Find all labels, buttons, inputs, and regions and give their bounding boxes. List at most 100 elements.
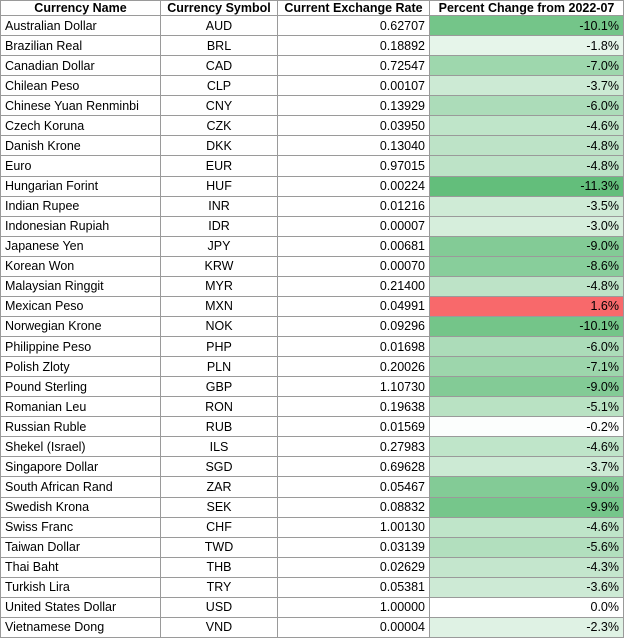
table-row: Pound Sterling GBP 1.10730 -9.0%: [0, 376, 624, 398]
currency-name: Canadian Dollar: [0, 55, 161, 77]
percent-change: -8.6%: [429, 255, 624, 277]
percent-change: -11.3%: [429, 175, 624, 197]
currency-name: Indian Rupee: [0, 195, 161, 217]
table-row: Canadian Dollar CAD 0.72547 -7.0%: [0, 55, 624, 77]
exchange-rate: 0.27983: [277, 436, 430, 458]
currency-symbol: SGD: [160, 456, 278, 478]
exchange-rate: 0.01216: [277, 195, 430, 217]
exchange-rate: 0.02629: [277, 556, 430, 578]
table-row: Chinese Yuan Renminbi CNY 0.13929 -6.0%: [0, 95, 624, 117]
table-row: Russian Ruble RUB 0.01569 -0.2%: [0, 416, 624, 438]
exchange-rate: 0.00224: [277, 175, 430, 197]
currency-name: Swedish Krona: [0, 496, 161, 518]
currency-symbol: MXN: [160, 295, 278, 317]
currency-symbol: RUB: [160, 416, 278, 438]
exchange-rate: 0.04991: [277, 295, 430, 317]
currency-symbol: TRY: [160, 576, 278, 598]
percent-change: -4.3%: [429, 556, 624, 578]
currency-symbol: INR: [160, 195, 278, 217]
currency-symbol: CLP: [160, 75, 278, 97]
currency-symbol: MYR: [160, 275, 278, 297]
currency-name: Australian Dollar: [0, 14, 161, 37]
currency-symbol: SEK: [160, 496, 278, 518]
exchange-rate: 0.19638: [277, 396, 430, 418]
currency-name: Danish Krone: [0, 135, 161, 157]
percent-change: -4.6%: [429, 516, 624, 538]
currency-symbol: PLN: [160, 356, 278, 378]
currency-name: Turkish Lira: [0, 576, 161, 598]
table-row: Shekel (Israel) ILS 0.27983 -4.6%: [0, 436, 624, 458]
exchange-rate: 1.00000: [277, 596, 430, 618]
currency-name: Chilean Peso: [0, 75, 161, 97]
percent-change: -4.6%: [429, 115, 624, 137]
table-row: Czech Koruna CZK 0.03950 -4.6%: [0, 115, 624, 137]
percent-change: -3.7%: [429, 456, 624, 478]
currency-symbol: ILS: [160, 436, 278, 458]
currency-name: Hungarian Forint: [0, 175, 161, 197]
currency-symbol: CHF: [160, 516, 278, 538]
currency-symbol: CNY: [160, 95, 278, 117]
percent-change: -10.1%: [429, 315, 624, 338]
table-row: Danish Krone DKK 0.13040 -4.8%: [0, 135, 624, 157]
exchange-rate: 0.72547: [277, 55, 430, 77]
currency-symbol: CZK: [160, 115, 278, 137]
exchange-rate: 0.97015: [277, 155, 430, 177]
percent-change: -3.0%: [429, 215, 624, 237]
percent-change: 0.0%: [429, 596, 624, 618]
percent-change: -6.0%: [429, 335, 624, 358]
percent-change: -6.0%: [429, 95, 624, 117]
percent-change: -5.6%: [429, 536, 624, 558]
percent-change: -7.0%: [429, 55, 624, 77]
currency-name: Norwegian Krone: [0, 315, 161, 338]
currency-symbol: GBP: [160, 376, 278, 398]
percent-change: -0.2%: [429, 416, 624, 438]
currency-name: Russian Ruble: [0, 416, 161, 438]
currency-name: Euro: [0, 155, 161, 177]
exchange-rate: 0.00007: [277, 215, 430, 237]
percent-change: -3.6%: [429, 576, 624, 598]
exchange-rate: 0.05467: [277, 476, 430, 498]
percent-change: -4.8%: [429, 155, 624, 177]
currency-symbol: NOK: [160, 315, 278, 338]
currency-symbol: DKK: [160, 135, 278, 157]
currency-name: Thai Baht: [0, 556, 161, 578]
currency-symbol: TWD: [160, 536, 278, 558]
currency-symbol: RON: [160, 396, 278, 418]
currency-symbol: AUD: [160, 14, 278, 37]
currency-symbol: ZAR: [160, 476, 278, 498]
currency-symbol: THB: [160, 556, 278, 578]
currency-symbol: IDR: [160, 215, 278, 237]
currency-name: Indonesian Rupiah: [0, 215, 161, 237]
currency-name: Brazilian Real: [0, 35, 161, 57]
currency-symbol: CAD: [160, 55, 278, 77]
currency-symbol: KRW: [160, 255, 278, 277]
table-row: Chilean Peso CLP 0.00107 -3.7%: [0, 75, 624, 97]
currency-name: Shekel (Israel): [0, 436, 161, 458]
exchange-rate: 0.01698: [277, 335, 430, 358]
currency-name: Chinese Yuan Renminbi: [0, 95, 161, 117]
currency-symbol: JPY: [160, 235, 278, 257]
table-row: Hungarian Forint HUF 0.00224 -11.3%: [0, 175, 624, 197]
percent-change: -9.0%: [429, 376, 624, 398]
table-row: Singapore Dollar SGD 0.69628 -3.7%: [0, 456, 624, 478]
table-row: South African Rand ZAR 0.05467 -9.0%: [0, 476, 624, 498]
table-row: Korean Won KRW 0.00070 -8.6%: [0, 255, 624, 277]
currency-name: Japanese Yen: [0, 235, 161, 257]
exchange-rate: 1.10730: [277, 376, 430, 398]
percent-change: -7.1%: [429, 356, 624, 378]
exchange-rate: 0.08832: [277, 496, 430, 518]
currency-symbol: VND: [160, 616, 278, 639]
table-row: Philippine Peso PHP 0.01698 -6.0%: [0, 335, 624, 358]
exchange-rate: 0.62707: [277, 14, 430, 37]
percent-change: -3.7%: [429, 75, 624, 97]
table-row: Indian Rupee INR 0.01216 -3.5%: [0, 195, 624, 217]
table-row: Turkish Lira TRY 0.05381 -3.6%: [0, 576, 624, 598]
exchange-rate: 0.13929: [277, 95, 430, 117]
table-row: Malaysian Ringgit MYR 0.21400 -4.8%: [0, 275, 624, 297]
currency-name: Swiss Franc: [0, 516, 161, 538]
column-header: Currency Name: [0, 0, 161, 16]
percent-change: -4.8%: [429, 135, 624, 157]
currency-name: Polish Zloty: [0, 356, 161, 378]
